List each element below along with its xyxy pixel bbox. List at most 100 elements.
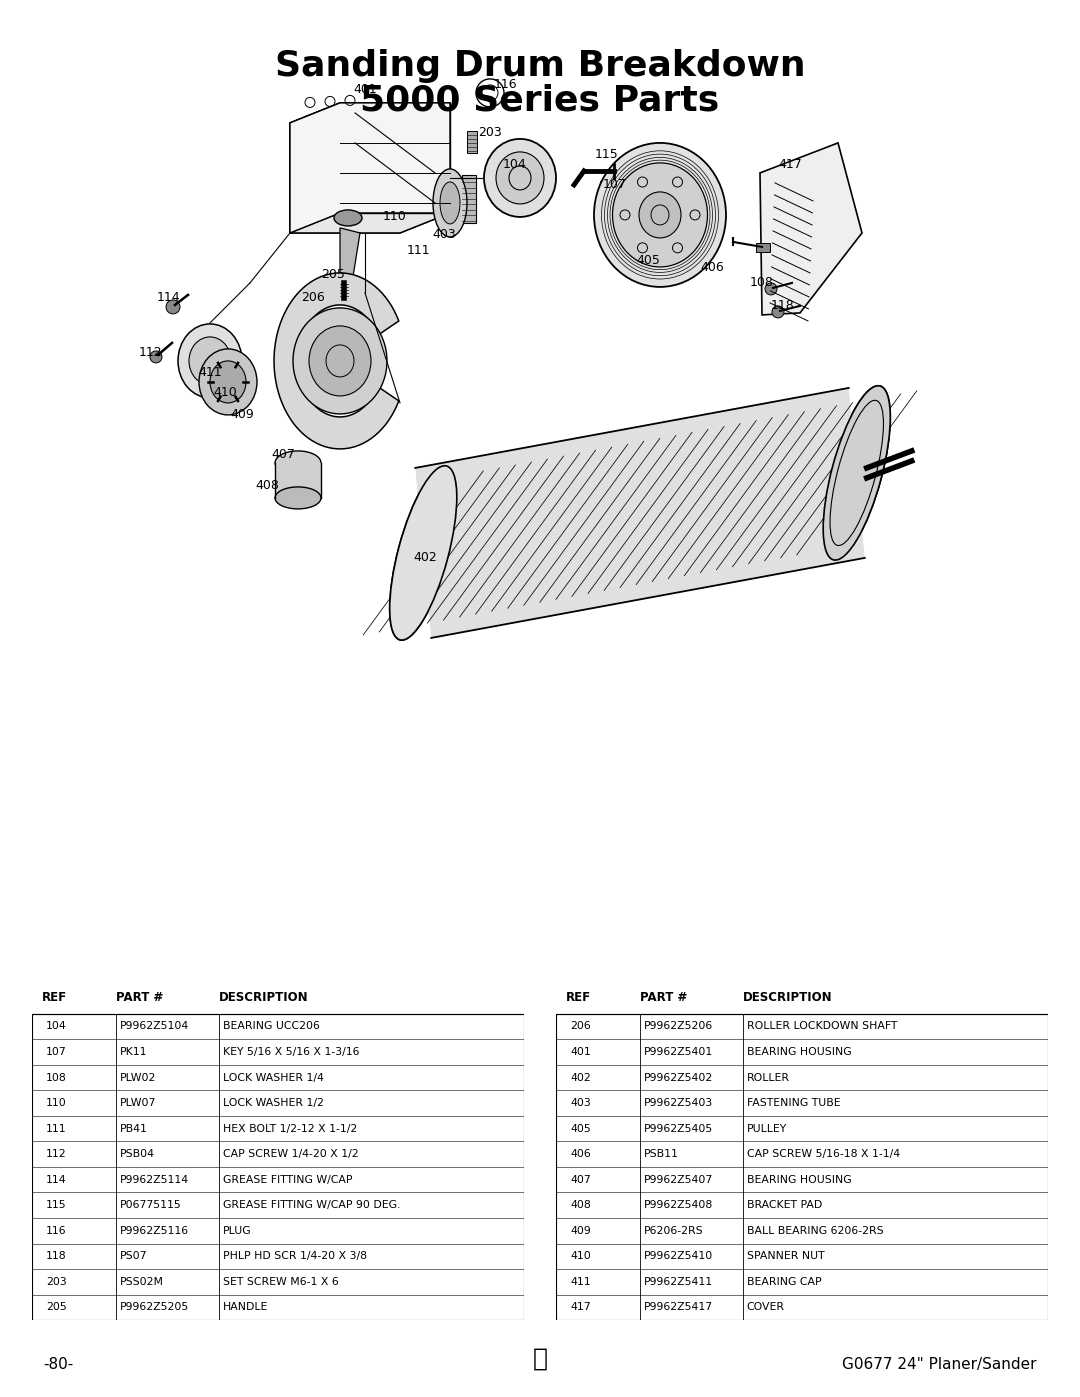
Ellipse shape bbox=[823, 386, 890, 560]
Ellipse shape bbox=[823, 386, 890, 560]
Text: P9962Z5410: P9962Z5410 bbox=[644, 1252, 713, 1261]
Text: 116: 116 bbox=[494, 78, 517, 91]
Polygon shape bbox=[291, 103, 450, 233]
Text: 203: 203 bbox=[478, 126, 502, 140]
Text: 110: 110 bbox=[46, 1098, 67, 1108]
Circle shape bbox=[772, 306, 784, 319]
Circle shape bbox=[166, 300, 180, 314]
Text: CAP SCREW 5/16-18 X 1-1/4: CAP SCREW 5/16-18 X 1-1/4 bbox=[747, 1150, 900, 1160]
Text: PS07: PS07 bbox=[120, 1252, 147, 1261]
Polygon shape bbox=[291, 212, 450, 233]
Polygon shape bbox=[340, 228, 360, 284]
Text: P9962Z5116: P9962Z5116 bbox=[120, 1225, 189, 1236]
Bar bbox=[467, 131, 477, 152]
Ellipse shape bbox=[496, 152, 544, 204]
Text: KEY 5/16 X 5/16 X 1-3/16: KEY 5/16 X 5/16 X 1-3/16 bbox=[224, 1046, 360, 1058]
Text: P9962Z5206: P9962Z5206 bbox=[644, 1021, 713, 1031]
Text: DESCRIPTION: DESCRIPTION bbox=[219, 990, 309, 1004]
Text: BEARING HOUSING: BEARING HOUSING bbox=[747, 1046, 851, 1058]
Text: 112: 112 bbox=[46, 1150, 67, 1160]
Ellipse shape bbox=[390, 465, 457, 640]
Text: 408: 408 bbox=[570, 1200, 591, 1210]
Text: SPANNER NUT: SPANNER NUT bbox=[747, 1252, 824, 1261]
Text: P9962Z5405: P9962Z5405 bbox=[644, 1123, 713, 1133]
Text: LOCK WASHER 1/2: LOCK WASHER 1/2 bbox=[224, 1098, 324, 1108]
Text: 104: 104 bbox=[46, 1021, 67, 1031]
Text: PLW07: PLW07 bbox=[120, 1098, 157, 1108]
Text: P06775115: P06775115 bbox=[120, 1200, 181, 1210]
Text: 206: 206 bbox=[570, 1021, 591, 1031]
Text: 401: 401 bbox=[353, 84, 377, 96]
Text: P6206-2RS: P6206-2RS bbox=[644, 1225, 703, 1236]
Text: PULLEY: PULLEY bbox=[747, 1123, 787, 1133]
Text: 402: 402 bbox=[570, 1073, 591, 1083]
Text: 110: 110 bbox=[383, 211, 407, 224]
Text: P9962Z5411: P9962Z5411 bbox=[644, 1277, 713, 1287]
Text: P9962Z5401: P9962Z5401 bbox=[644, 1046, 713, 1058]
Text: 118: 118 bbox=[46, 1252, 67, 1261]
Text: PART #: PART # bbox=[116, 990, 163, 1004]
Ellipse shape bbox=[594, 142, 726, 286]
Text: 205: 205 bbox=[321, 268, 345, 281]
Ellipse shape bbox=[275, 451, 321, 475]
Text: PART #: PART # bbox=[639, 990, 687, 1004]
Text: 407: 407 bbox=[570, 1175, 591, 1185]
Text: 409: 409 bbox=[570, 1225, 591, 1236]
Text: 104: 104 bbox=[503, 158, 527, 172]
Text: P9962Z5104: P9962Z5104 bbox=[120, 1021, 189, 1031]
Text: 401: 401 bbox=[570, 1046, 591, 1058]
Text: PK11: PK11 bbox=[120, 1046, 147, 1058]
Ellipse shape bbox=[178, 324, 242, 398]
Text: 114: 114 bbox=[157, 292, 179, 305]
Ellipse shape bbox=[484, 138, 556, 217]
Circle shape bbox=[765, 284, 777, 295]
Text: 402: 402 bbox=[414, 552, 437, 564]
Text: 111: 111 bbox=[406, 244, 430, 257]
Polygon shape bbox=[274, 272, 399, 448]
Text: 403: 403 bbox=[432, 229, 456, 242]
Text: 411: 411 bbox=[199, 366, 221, 380]
Text: PLUG: PLUG bbox=[224, 1225, 252, 1236]
Text: P9962Z5205: P9962Z5205 bbox=[120, 1302, 189, 1312]
Bar bbox=[756, 243, 770, 251]
Circle shape bbox=[150, 351, 162, 363]
Text: GREASE FITTING W/CAP: GREASE FITTING W/CAP bbox=[224, 1175, 352, 1185]
Text: P9962Z5408: P9962Z5408 bbox=[644, 1200, 713, 1210]
Text: PSB04: PSB04 bbox=[120, 1150, 154, 1160]
Text: 405: 405 bbox=[636, 254, 660, 267]
Polygon shape bbox=[760, 142, 862, 314]
Text: 112: 112 bbox=[138, 346, 162, 359]
Text: 5000 Series Parts: 5000 Series Parts bbox=[361, 84, 719, 117]
Text: CAP SCREW 1/4-20 X 1/2: CAP SCREW 1/4-20 X 1/2 bbox=[224, 1150, 359, 1160]
Text: PB41: PB41 bbox=[120, 1123, 148, 1133]
Ellipse shape bbox=[210, 360, 246, 402]
Text: 417: 417 bbox=[778, 158, 801, 172]
Ellipse shape bbox=[390, 465, 457, 640]
Text: 114: 114 bbox=[46, 1175, 67, 1185]
Text: Sanding Drum Breakdown: Sanding Drum Breakdown bbox=[274, 49, 806, 82]
Text: 107: 107 bbox=[603, 179, 626, 191]
Polygon shape bbox=[340, 103, 450, 212]
Text: REF: REF bbox=[566, 990, 591, 1004]
Text: 107: 107 bbox=[46, 1046, 67, 1058]
Ellipse shape bbox=[334, 210, 362, 226]
Text: 409: 409 bbox=[230, 408, 254, 422]
Text: SET SCREW M6-1 X 6: SET SCREW M6-1 X 6 bbox=[224, 1277, 339, 1287]
Text: 411: 411 bbox=[570, 1277, 591, 1287]
Text: 111: 111 bbox=[46, 1123, 67, 1133]
Text: COVER: COVER bbox=[747, 1302, 785, 1312]
Bar bbox=[32, 1014, 524, 1320]
Text: 417: 417 bbox=[570, 1302, 591, 1312]
Text: 206: 206 bbox=[301, 292, 325, 305]
Text: 118: 118 bbox=[771, 299, 795, 313]
Text: HEX BOLT 1/2-12 X 1-1/2: HEX BOLT 1/2-12 X 1-1/2 bbox=[224, 1123, 357, 1133]
Bar bbox=[462, 175, 476, 224]
Polygon shape bbox=[415, 388, 865, 638]
Text: 410: 410 bbox=[570, 1252, 591, 1261]
Text: REF: REF bbox=[42, 990, 67, 1004]
Ellipse shape bbox=[309, 326, 372, 395]
Text: ROLLER: ROLLER bbox=[747, 1073, 789, 1083]
Text: 403: 403 bbox=[570, 1098, 591, 1108]
Text: G0677 24" Planer/Sander: G0677 24" Planer/Sander bbox=[842, 1356, 1037, 1372]
Text: 406: 406 bbox=[570, 1150, 591, 1160]
